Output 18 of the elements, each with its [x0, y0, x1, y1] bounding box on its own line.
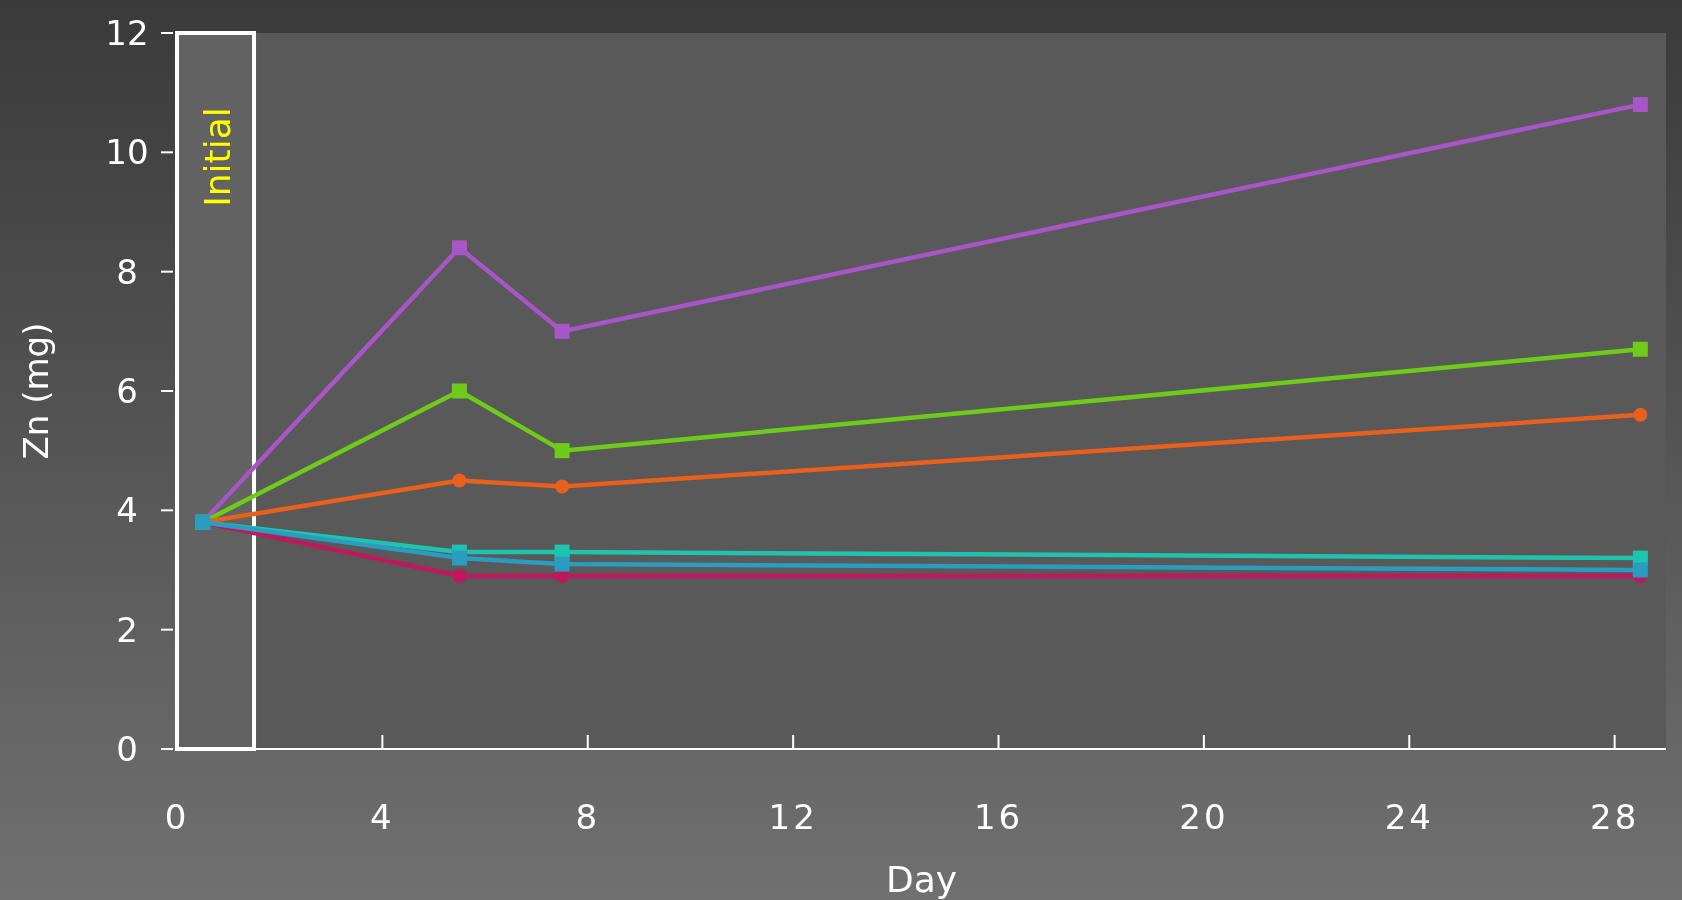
x-tick-label: 12: [768, 797, 818, 837]
x-tick-label: 0: [164, 797, 190, 837]
y-tick-label: 8: [116, 251, 138, 292]
y-axis-title: Zn (mg): [16, 322, 56, 460]
y-tick-label: 0: [116, 729, 138, 769]
x-tick-label: 8: [575, 797, 601, 837]
band-label: Initial: [196, 107, 238, 207]
y-tick-label: 2: [116, 609, 138, 650]
x-tick-label: 20: [1179, 797, 1229, 837]
y-tick-label: 4: [116, 490, 138, 531]
y-tick-label: 10: [105, 132, 149, 173]
x-axis-title: Day: [885, 859, 958, 900]
y-tick-label: 12: [105, 13, 149, 53]
x-tick-label: 28: [1590, 797, 1640, 837]
y-tick-label: 6: [116, 371, 138, 411]
x-tick-label: 24: [1384, 797, 1434, 837]
x-tick-label: 16: [973, 797, 1024, 837]
x-tick-label: 4: [370, 797, 395, 837]
